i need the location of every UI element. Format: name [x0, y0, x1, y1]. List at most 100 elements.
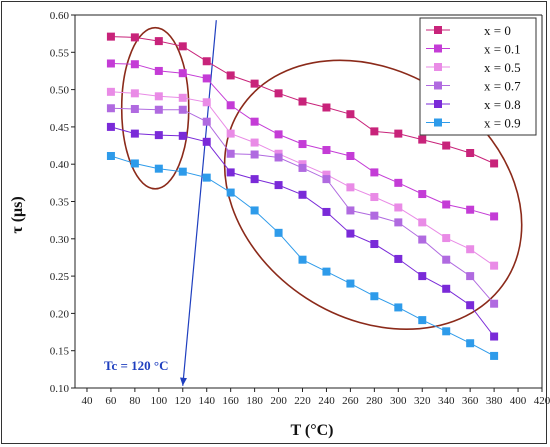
- legend-item: x = 0: [426, 23, 511, 38]
- data-point: [250, 79, 259, 88]
- legend-marker: [434, 81, 442, 90]
- data-point: [370, 193, 379, 202]
- data-point: [490, 351, 499, 360]
- data-point: [106, 32, 115, 41]
- y-tick-label: 0.35: [50, 197, 70, 209]
- data-point: [130, 89, 139, 98]
- x-tick-label: 240: [318, 395, 335, 407]
- tc-arrow-line: [182, 20, 217, 386]
- data-point: [322, 103, 331, 112]
- data-point: [490, 159, 499, 168]
- legend-marker: [434, 100, 442, 108]
- data-point: [442, 200, 451, 209]
- data-point: [298, 255, 307, 264]
- data-point: [250, 175, 259, 184]
- data-point: [130, 129, 139, 138]
- data-point: [346, 151, 355, 160]
- data-point: [346, 279, 355, 288]
- data-point: [418, 235, 427, 244]
- data-point: [418, 218, 427, 227]
- data-point: [154, 37, 163, 46]
- data-point: [154, 131, 163, 140]
- y-tick-label: 0.50: [50, 85, 70, 97]
- data-point: [418, 190, 427, 199]
- data-point: [370, 240, 379, 249]
- tc-annotation-label: Tc = 120 °C: [104, 358, 169, 373]
- data-point: [370, 211, 379, 220]
- data-point: [298, 140, 307, 149]
- data-point: [106, 59, 115, 68]
- series-1: [106, 59, 499, 221]
- data-point: [130, 159, 139, 168]
- data-point: [250, 206, 259, 215]
- data-point: [226, 149, 235, 158]
- data-point: [178, 93, 187, 102]
- data-point: [466, 245, 475, 254]
- legend-marker: [434, 63, 442, 71]
- data-point: [274, 181, 283, 190]
- axes-layer: 40 60 80 100 120 140 160 180 200 220 240 260 280 300 3…: [50, 10, 550, 407]
- legend-item: x = 0.8: [426, 97, 521, 112]
- data-point: [346, 110, 355, 119]
- data-point: [154, 105, 163, 114]
- y-tick-label: 0.55: [50, 47, 70, 59]
- data-point: [202, 98, 211, 107]
- x-tick-label: 120: [175, 395, 192, 407]
- legend-label: x = 0.9: [484, 116, 521, 131]
- x-tick-label: 400: [510, 395, 527, 407]
- data-point: [250, 117, 259, 126]
- x-tick-label: 220: [294, 395, 311, 407]
- data-point: [394, 218, 403, 227]
- data-point: [322, 170, 331, 179]
- data-point: [322, 267, 331, 276]
- x-tick-label: 140: [198, 395, 215, 407]
- y-tick-label: 0.60: [50, 10, 70, 22]
- data-point: [322, 175, 331, 184]
- x-tick-label: 340: [438, 395, 455, 407]
- legend-item: x = 0.7: [426, 79, 521, 94]
- series-0: [106, 32, 499, 168]
- data-point: [226, 71, 235, 80]
- data-point: [130, 104, 139, 113]
- x-tick-label: 380: [486, 395, 503, 407]
- data-point: [394, 203, 403, 212]
- series-5: [106, 151, 499, 360]
- y-tick-label: 0.10: [50, 383, 70, 395]
- data-point: [466, 272, 475, 281]
- legend-label: x = 0.8: [484, 97, 521, 112]
- data-point: [322, 207, 331, 216]
- y-tick-label: 0.15: [50, 346, 70, 358]
- data-point: [370, 168, 379, 177]
- data-point: [226, 101, 235, 110]
- data-point: [178, 42, 187, 51]
- data-point: [394, 254, 403, 263]
- data-point: [298, 97, 307, 106]
- data-point: [154, 66, 163, 75]
- data-point: [442, 327, 451, 336]
- x-tick-label: 420: [534, 395, 550, 407]
- y-tick-label: 0.20: [50, 308, 70, 320]
- data-point: [154, 164, 163, 173]
- legend-item: x = 0.9: [426, 116, 521, 131]
- legend-marker: [434, 26, 442, 34]
- data-point: [442, 141, 451, 150]
- legend-item: x = 0.1: [426, 42, 521, 57]
- data-point: [154, 92, 163, 101]
- legend-marker: [434, 44, 442, 53]
- legend-label: x = 0.5: [484, 60, 521, 75]
- y-axis-title: τ (μs): [9, 196, 26, 233]
- data-point: [226, 188, 235, 197]
- data-point: [178, 167, 187, 176]
- data-point: [202, 137, 211, 146]
- data-point: [274, 89, 283, 98]
- x-tick-label: 280: [366, 395, 383, 407]
- data-point: [394, 303, 403, 312]
- y-tick-label: 0.40: [50, 159, 70, 171]
- legend-label: x = 0: [484, 23, 511, 38]
- data-point: [442, 255, 451, 264]
- data-point: [178, 69, 187, 78]
- data-point: [274, 228, 283, 237]
- data-point: [106, 122, 115, 131]
- x-tick-label: 100: [151, 395, 168, 407]
